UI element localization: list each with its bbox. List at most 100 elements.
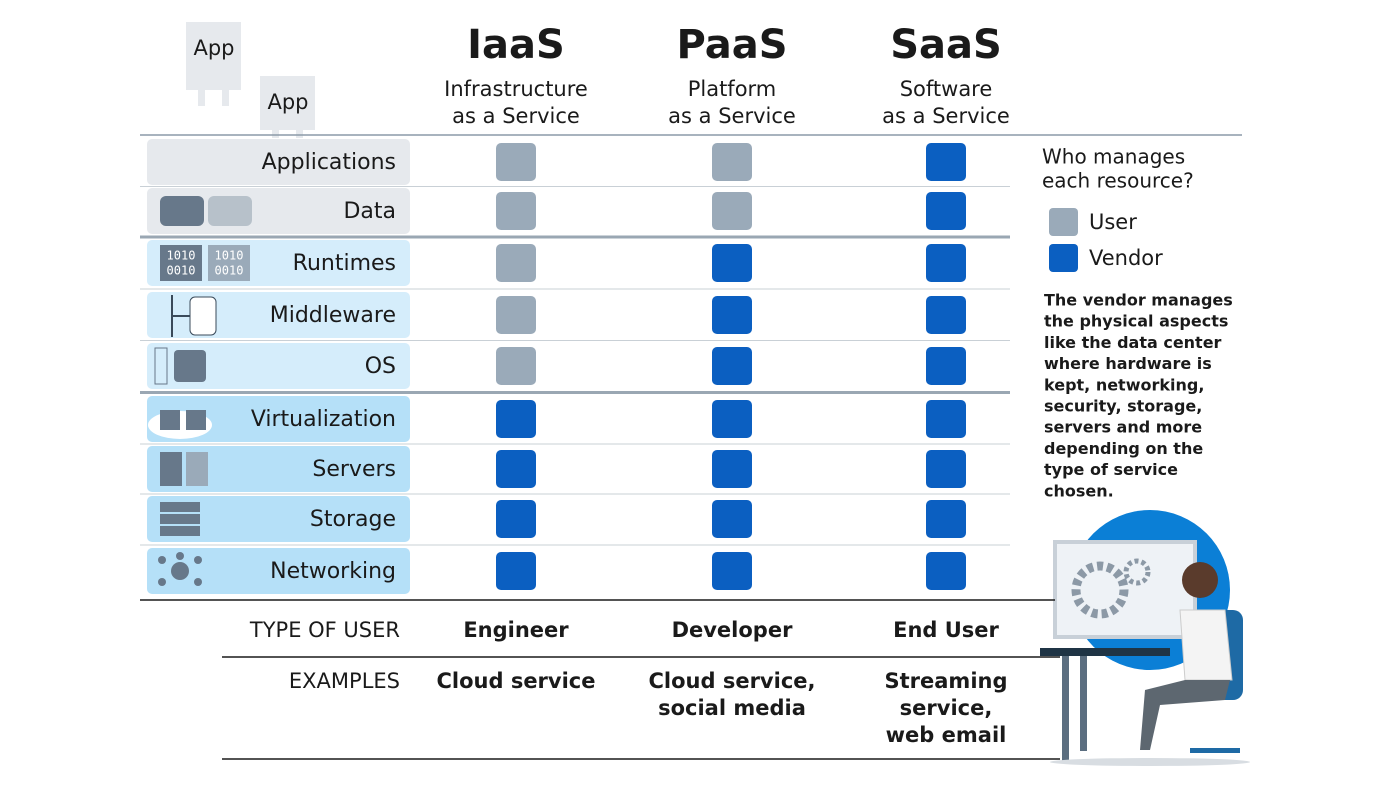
- footer-cell: Developer: [672, 618, 794, 642]
- gear: [1123, 558, 1151, 586]
- row-icon: [194, 578, 202, 586]
- managed-cell: [712, 296, 752, 334]
- note-line: security, storage,: [1044, 397, 1202, 416]
- row-icon: [174, 350, 206, 382]
- managed-cell: [926, 296, 966, 334]
- note-line: the physical aspects: [1044, 312, 1228, 331]
- managed-cell: [496, 450, 536, 488]
- footer-cell: Engineer: [463, 618, 569, 642]
- row-icon: [208, 245, 250, 281]
- row-box: [147, 446, 410, 492]
- footer-label: EXAMPLES: [289, 669, 400, 693]
- column-subtitle: as a Service: [882, 104, 1010, 128]
- managed-cell: [926, 143, 966, 181]
- note-line: where hardware is: [1044, 354, 1212, 373]
- row-icon: [171, 562, 189, 580]
- managed-cell: [496, 347, 536, 385]
- row-icon: [160, 502, 200, 512]
- column-subtitle: Platform: [688, 77, 777, 101]
- binary-icon-text: 1010: [167, 249, 196, 263]
- app-box: [260, 76, 315, 130]
- plug: [222, 90, 229, 106]
- managed-cell: [496, 552, 536, 590]
- row-icon: [186, 410, 206, 430]
- column-subtitle: as a Service: [452, 104, 580, 128]
- row-label: Runtimes: [293, 251, 396, 276]
- legend-label: User: [1089, 210, 1137, 234]
- row-icon: [176, 552, 184, 560]
- note-line: kept, networking,: [1044, 375, 1204, 394]
- note-line: like the data center: [1044, 333, 1222, 352]
- row-box: [147, 396, 410, 442]
- column-subtitle: as a Service: [668, 104, 796, 128]
- managed-cell: [712, 143, 752, 181]
- row-label: Virtualization: [251, 407, 396, 432]
- row-icon: [160, 452, 182, 486]
- binary-icon-text: 0010: [167, 264, 196, 278]
- plug: [198, 90, 205, 106]
- footer-cell: social media: [658, 696, 806, 720]
- legend-title: each resource?: [1042, 169, 1194, 193]
- note-line: type of service: [1044, 460, 1178, 479]
- chair-base: [1190, 748, 1240, 753]
- row-label: Storage: [310, 507, 396, 532]
- head: [1182, 562, 1218, 598]
- row-icon: [154, 347, 168, 385]
- row-box: [147, 496, 410, 542]
- row-icon: [160, 196, 204, 226]
- managed-cell: [926, 450, 966, 488]
- plug: [296, 130, 303, 138]
- row-box: [147, 548, 410, 594]
- row-icon: [160, 526, 200, 536]
- note-line: chosen.: [1044, 481, 1114, 500]
- managed-cell: [926, 400, 966, 438]
- note-line: depending on the: [1044, 439, 1203, 458]
- binary-icon-text: 1010: [215, 249, 244, 263]
- row-icon: [160, 514, 200, 524]
- desk-leg: [1080, 656, 1087, 751]
- footer-cell: End User: [893, 618, 999, 642]
- column-title: IaaS: [467, 22, 565, 68]
- legend-label: Vendor: [1089, 246, 1163, 270]
- managed-cell: [712, 192, 752, 230]
- desk: [1040, 648, 1170, 656]
- managed-cell: [712, 500, 752, 538]
- row-icon: [160, 245, 202, 281]
- managed-cell: [926, 347, 966, 385]
- row-icon: [189, 296, 217, 336]
- managed-cell: [926, 192, 966, 230]
- binary-icon-text: 0010: [215, 264, 244, 278]
- legend-swatch: [1049, 244, 1078, 272]
- person-illustration: [1040, 510, 1250, 766]
- app-icon-illustration: [186, 22, 315, 138]
- footer-cell: web email: [886, 723, 1007, 747]
- legend-swatch: [1049, 208, 1078, 236]
- managed-cell: [712, 244, 752, 282]
- row-icon: [186, 452, 208, 486]
- row-box: [147, 139, 410, 185]
- shadow: [1050, 758, 1250, 766]
- column-subtitle: Infrastructure: [444, 77, 588, 101]
- managed-cell: [496, 400, 536, 438]
- row-label: Servers: [312, 457, 396, 482]
- column-subtitle: Software: [900, 77, 993, 101]
- app-label: App: [193, 36, 234, 60]
- desk-leg: [1062, 656, 1069, 761]
- plug: [272, 130, 279, 138]
- managed-cell: [496, 143, 536, 181]
- managed-cell: [496, 500, 536, 538]
- row-box: [147, 343, 410, 389]
- managed-cell: [712, 552, 752, 590]
- note-line: The vendor manages: [1044, 291, 1233, 310]
- row-icon: [160, 410, 180, 430]
- managed-cell: [496, 296, 536, 334]
- legend-title: Who manages: [1042, 145, 1185, 169]
- managed-cell: [926, 500, 966, 538]
- row-label: Middleware: [270, 303, 396, 328]
- torso: [1179, 609, 1233, 681]
- managed-cell: [496, 244, 536, 282]
- gear: [1071, 561, 1129, 619]
- footer-cell: Streaming: [885, 669, 1008, 693]
- row-label: Data: [343, 199, 396, 224]
